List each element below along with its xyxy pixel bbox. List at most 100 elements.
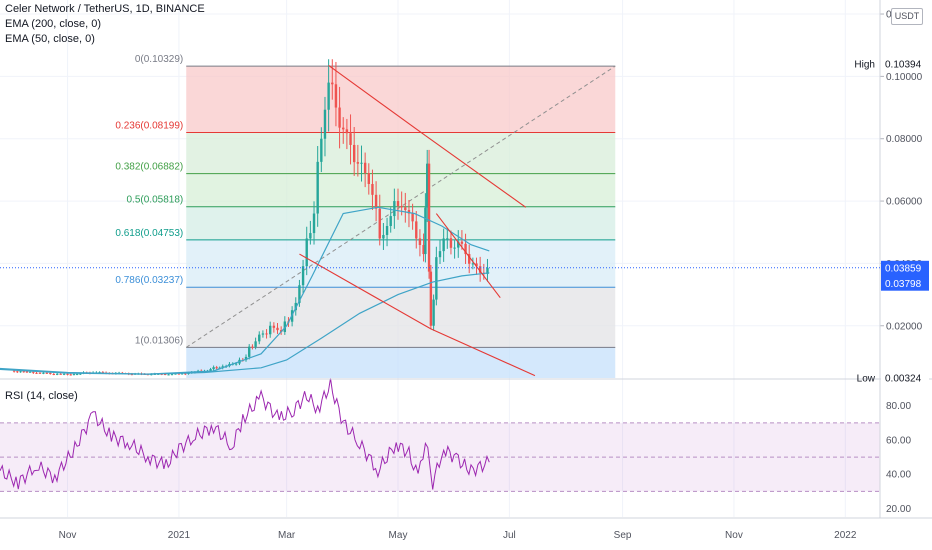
y-tick-label: 0.02000 bbox=[886, 321, 923, 332]
candle-body bbox=[407, 210, 411, 214]
candle-body bbox=[16, 371, 19, 373]
candle-body bbox=[150, 374, 153, 376]
candle-body bbox=[276, 327, 279, 331]
candle-body bbox=[486, 267, 489, 275]
candle-body bbox=[298, 285, 301, 303]
trend-drawings[interactable] bbox=[299, 65, 536, 377]
candle-body bbox=[312, 213, 316, 234]
candle-body bbox=[475, 263, 478, 267]
candle-body bbox=[12, 370, 16, 372]
candle-body bbox=[19, 371, 22, 373]
fib-zone bbox=[186, 66, 616, 133]
candle-body bbox=[367, 173, 370, 184]
rsi-y-tick-label: 40.00 bbox=[886, 470, 911, 481]
fib-level-label: 0.236(0.08199) bbox=[115, 121, 183, 132]
rsi-legend[interactable]: RSI (14, close) bbox=[5, 390, 78, 402]
candle-body bbox=[323, 109, 327, 139]
candle-body bbox=[301, 266, 305, 286]
candle-body bbox=[251, 346, 254, 348]
candle-body bbox=[424, 207, 427, 255]
currency-button[interactable]: USDT bbox=[891, 8, 923, 25]
candle-body bbox=[404, 207, 407, 211]
trend-short bbox=[435, 213, 501, 299]
candle-body bbox=[360, 162, 363, 164]
candle-body bbox=[471, 263, 475, 265]
rsi-band-fill bbox=[0, 422, 880, 492]
candle-body bbox=[56, 373, 59, 375]
candle-body bbox=[269, 325, 272, 335]
candle-body bbox=[72, 374, 76, 376]
fib-level-label: 1(0.01306) bbox=[135, 335, 183, 346]
candle-body bbox=[331, 82, 334, 85]
x-tick-label: Mar bbox=[278, 530, 296, 541]
candle-body bbox=[352, 144, 356, 163]
candle-body bbox=[320, 138, 323, 162]
fib-zone bbox=[186, 206, 616, 240]
trend-upper-2 bbox=[425, 135, 527, 208]
fib-zone bbox=[186, 239, 616, 288]
candle-body bbox=[442, 238, 445, 252]
trend-upper-1 bbox=[328, 65, 426, 137]
candle-body bbox=[283, 321, 287, 332]
symbol-title[interactable]: Celer Network / TetherUS, 1D, BINANCE bbox=[5, 3, 205, 15]
candle-body bbox=[174, 373, 177, 375]
candle-body bbox=[396, 201, 400, 206]
candle-body bbox=[446, 238, 449, 240]
candle-body bbox=[272, 325, 276, 328]
candle-body bbox=[160, 373, 163, 375]
trend-lower-1 bbox=[299, 253, 432, 330]
candle-body bbox=[327, 82, 330, 110]
candle-body bbox=[209, 369, 212, 371]
candle-body bbox=[460, 241, 464, 244]
candle-body bbox=[167, 374, 170, 376]
candle-body bbox=[170, 373, 174, 375]
candle-body bbox=[411, 213, 414, 222]
ema50-line bbox=[0, 206, 490, 375]
candle-body bbox=[316, 161, 319, 214]
fib-trend-line bbox=[185, 65, 616, 348]
candle-body bbox=[349, 133, 352, 145]
rsi-line bbox=[0, 378, 490, 490]
ema200-legend[interactable]: EMA (200, close, 0) bbox=[5, 18, 101, 30]
candle-body bbox=[449, 238, 453, 248]
candle-body bbox=[334, 84, 338, 108]
fibonacci-retracement[interactable]: 0(0.10329) 0.236(0.08199) 0.382(0.06882) 0.… bbox=[115, 54, 616, 378]
rsi-y-tick-label: 20.00 bbox=[886, 504, 911, 515]
rsi-pane: 80.00 60.00 40.00 20.00 bbox=[0, 378, 911, 515]
rsi-y-tick-label: 60.00 bbox=[886, 435, 911, 446]
ema50-legend[interactable]: EMA (50, close, 0) bbox=[5, 33, 95, 45]
candle-body bbox=[32, 371, 35, 373]
trend-lower-2 bbox=[430, 328, 536, 377]
candle-body bbox=[345, 129, 349, 134]
fib-zone bbox=[186, 287, 616, 348]
candle-body bbox=[212, 367, 215, 370]
candle-body bbox=[244, 356, 248, 361]
fib-level-label: 0.618(0.04753) bbox=[115, 228, 183, 239]
candle-body bbox=[265, 333, 268, 335]
x-tick-label: Jul bbox=[503, 530, 516, 541]
series-layer bbox=[0, 59, 490, 376]
fib-level-label: 0(0.10329) bbox=[135, 54, 183, 65]
candle-body bbox=[22, 371, 25, 373]
candle-body bbox=[389, 216, 392, 227]
x-tick-label: Nov bbox=[725, 530, 743, 541]
candle-body bbox=[130, 374, 134, 376]
fib-level-label: 0.5(0.05818) bbox=[127, 195, 184, 206]
candle-body bbox=[309, 233, 312, 239]
candle-body bbox=[177, 373, 181, 375]
candle-body bbox=[432, 299, 435, 326]
x-tick-label: May bbox=[389, 530, 408, 541]
candle-body bbox=[382, 234, 385, 239]
fib-zone bbox=[186, 132, 616, 174]
candle-body bbox=[69, 374, 72, 376]
fib-level-label: 0.382(0.06882) bbox=[115, 162, 183, 173]
candle-body bbox=[184, 373, 187, 375]
candle-body bbox=[374, 194, 378, 209]
candle-body bbox=[42, 372, 45, 374]
candle-body bbox=[62, 373, 66, 375]
low-value-tag: 0.00324 bbox=[885, 374, 922, 385]
candle-body bbox=[305, 238, 308, 267]
rsi-y-tick-label: 80.00 bbox=[886, 401, 911, 412]
x-tick-label: Sep bbox=[614, 530, 632, 541]
